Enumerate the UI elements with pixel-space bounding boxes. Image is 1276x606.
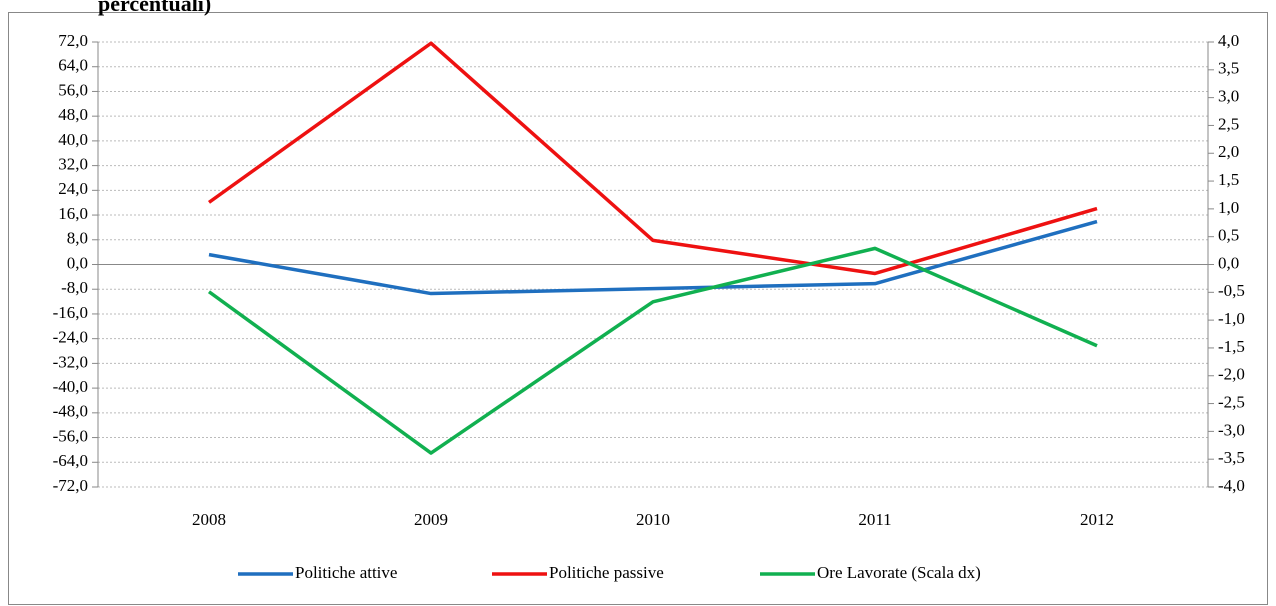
y-tick-label: 8,0: [67, 229, 88, 248]
y-tick-label: -40,0: [53, 377, 88, 396]
legend-label: Ore Lavorate (Scala dx): [817, 563, 981, 582]
y2-tick-label: -3,0: [1218, 420, 1245, 439]
y2-tick-label: 3,0: [1218, 87, 1239, 106]
y-tick-label: -64,0: [53, 451, 88, 470]
y-tick-label: 0,0: [67, 253, 88, 272]
y2-tick-label: -1,5: [1218, 337, 1245, 356]
chart-title: percentuali): [98, 0, 211, 16]
y2-tick-label: -4,0: [1218, 476, 1245, 495]
x-tick-label: 2012: [1080, 510, 1114, 529]
series-line: [207, 246, 1098, 455]
y-tick-label: 24,0: [58, 179, 88, 198]
y-tick-label: -56,0: [53, 426, 88, 445]
y-tick-label: 40,0: [58, 130, 88, 149]
y2-tick-label: -0,5: [1218, 281, 1245, 300]
y2-tick-label: -2,0: [1218, 365, 1245, 384]
chart-border: [8, 12, 1268, 605]
y-tick-label: -16,0: [53, 303, 88, 322]
y2-tick-label: -1,0: [1218, 309, 1245, 328]
y2-tick-label: 2,5: [1218, 114, 1239, 133]
y2-tick-label: -2,5: [1218, 392, 1245, 411]
series-line: [207, 41, 1098, 276]
x-tick-label: 2008: [192, 510, 226, 529]
y-tick-label: 64,0: [58, 56, 88, 75]
y2-tick-label: 1,5: [1218, 170, 1239, 189]
y2-tick-label: 1,0: [1218, 198, 1239, 217]
y-tick-label: -24,0: [53, 328, 88, 347]
y2-tick-label: -3,5: [1218, 448, 1245, 467]
y-tick-label: 32,0: [58, 155, 88, 174]
y2-tick-label: 0,0: [1218, 253, 1239, 272]
y2-tick-label: 4,0: [1218, 31, 1239, 50]
legend-label: Politiche attive: [295, 563, 397, 582]
y-tick-label: 72,0: [58, 31, 88, 50]
x-tick-label: 2011: [858, 510, 891, 529]
y-tick-label: -48,0: [53, 402, 88, 421]
y2-tick-label: 3,5: [1218, 59, 1239, 78]
y-tick-label: 56,0: [58, 80, 88, 99]
y2-tick-label: 0,5: [1218, 226, 1239, 245]
x-tick-label: 2009: [414, 510, 448, 529]
y-tick-label: 16,0: [58, 204, 88, 223]
y-tick-label: -8,0: [61, 278, 88, 297]
y2-tick-label: 2,0: [1218, 142, 1239, 161]
x-tick-label: 2010: [636, 510, 670, 529]
legend-label: Politiche passive: [549, 563, 664, 582]
y-tick-label: -72,0: [53, 476, 88, 495]
series-line: [208, 219, 1098, 296]
y-tick-label: -32,0: [53, 352, 88, 371]
y-tick-label: 48,0: [58, 105, 88, 124]
